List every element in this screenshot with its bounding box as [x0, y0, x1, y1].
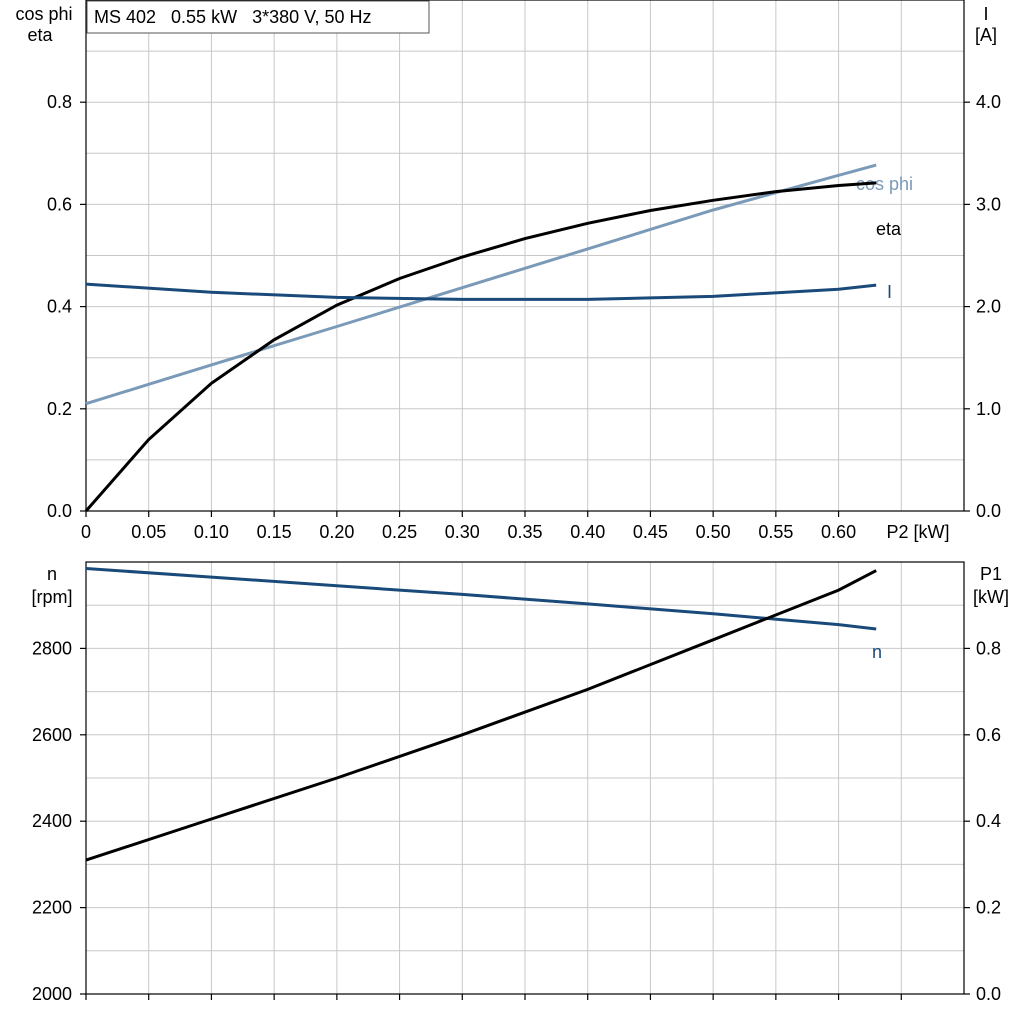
bottom-left-tick-label: 2000	[32, 984, 72, 1004]
title-box-text: MS 402 0.55 kW 3*380 V, 50 Hz	[94, 7, 372, 27]
title-box-frame	[86, 0, 430, 34]
top-x-tick-label: 0.35	[507, 522, 542, 542]
top-x-tick-label: 0.30	[445, 522, 480, 542]
top-chart-panel: 0 0.05 0.10 0.15 0.20 0.25 0.30 0.35 0.40 0.45 0.5…	[15, 0, 1001, 542]
bottom-left-axis-label-2: [rpm]	[31, 587, 72, 607]
top-x-tick-label: 0.45	[633, 522, 668, 542]
bottom-left-tick-label: 2600	[32, 725, 72, 745]
title-box: MS 402 0.55 kW 3*380 V, 50 Hz	[86, 0, 430, 34]
top-right-tick-label: 1.0	[976, 399, 1001, 419]
speed-line	[85, 567, 877, 631]
p1-line	[85, 569, 877, 862]
top-x-tick-label: 0.15	[257, 522, 292, 542]
top-x-axis-label: P2 [kW]	[886, 522, 949, 542]
top-left-tick-label: 0.4	[47, 297, 72, 317]
current-label: I	[887, 282, 892, 302]
top-right-tick-label: 3.0	[976, 194, 1001, 214]
bottom-right-tick-label: 0.2	[976, 898, 1001, 918]
bottom-right-tick-label: 0.6	[976, 725, 1001, 745]
bottom-right-tick-label: 0.8	[976, 638, 1001, 658]
top-x-tick-label: 0	[81, 522, 91, 542]
top-left-tick-label: 0.8	[47, 92, 72, 112]
top-right-tick-label: 0.0	[976, 501, 1001, 521]
top-right-axis-label-1: I	[983, 4, 988, 24]
top-left-tick-label: 0.0	[47, 501, 72, 521]
top-x-tick-label: 0.20	[319, 522, 354, 542]
eta-line	[84, 181, 877, 512]
top-x-tick-label: 0.60	[821, 522, 856, 542]
speed-label: n	[872, 642, 882, 662]
eta-label: eta	[876, 219, 902, 239]
top-left-tick-label: 0.2	[47, 399, 72, 419]
bottom-right-axis-label-1: P1	[980, 564, 1002, 584]
top-left-axis-label-1: cos phi	[15, 4, 72, 24]
top-x-tick-label: 0.10	[194, 522, 229, 542]
bottom-left-axis-label-1: n	[47, 564, 57, 584]
bottom-left-tick-label: 2400	[32, 811, 72, 831]
top-right-tick-label: 2.0	[976, 297, 1001, 317]
top-right-tick-label: 4.0	[976, 92, 1001, 112]
bottom-right-tick-label: 0.0	[976, 984, 1001, 1004]
top-x-tick-label: 0.05	[131, 522, 166, 542]
top-x-tick-label: 0.55	[758, 522, 793, 542]
top-left-axis-label-2: eta	[27, 25, 53, 45]
bottom-right-axis-label-2: [kW]	[973, 587, 1009, 607]
top-x-tick-label: 0.50	[696, 522, 731, 542]
cos-phi-label: cos phi	[856, 174, 913, 194]
bottom-left-tick-label: 2800	[32, 638, 72, 658]
current-line	[85, 282, 877, 301]
top-left-tick-label: 0.6	[47, 194, 72, 214]
top-x-tick-label: 0.25	[382, 522, 417, 542]
bottom-left-tick-label: 2200	[32, 898, 72, 918]
top-right-axis-label-2: [A]	[975, 25, 997, 45]
cos-phi-line	[85, 163, 877, 406]
bottom-right-tick-label: 0.4	[976, 811, 1001, 831]
top-x-tick-label: 0.40	[570, 522, 605, 542]
